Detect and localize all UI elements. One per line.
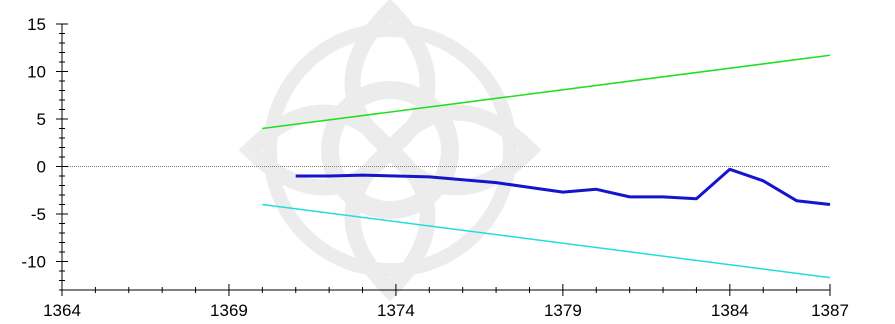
tick-labels: 15 10 5 0 -5 -10 1364 1369 1374 1379 1384 1387	[21, 15, 848, 320]
x-tick-label: 1387	[811, 301, 849, 320]
series-line-1	[295, 167, 831, 206]
y-tick-label: -5	[31, 205, 46, 224]
watermark-ornament	[238, 0, 542, 302]
x-tick-label: 1374	[377, 301, 415, 320]
x-tick-label: 1364	[43, 301, 81, 320]
x-tick-label: 1379	[544, 301, 582, 320]
y-tick-label: 10	[27, 63, 46, 82]
y-tick-label: 15	[27, 15, 46, 34]
y-tick-label: 5	[37, 110, 46, 129]
series-layer	[262, 54, 831, 279]
series-line-2	[262, 54, 831, 130]
series-line-3	[262, 203, 831, 279]
axes	[56, 23, 831, 296]
y-tick-label: 0	[37, 158, 46, 177]
y-tick-label: -10	[21, 253, 46, 272]
x-tick-label: 1369	[210, 301, 248, 320]
x-tick-label: 1384	[711, 301, 749, 320]
